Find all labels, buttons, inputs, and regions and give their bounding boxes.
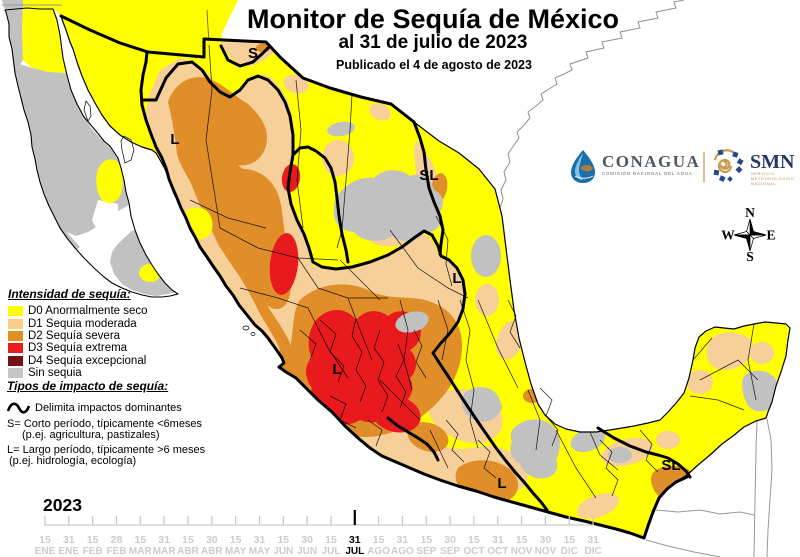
svg-text:ABR: ABR	[201, 546, 223, 557]
svg-text:ENE: ENE	[59, 546, 80, 557]
svg-text:AGO: AGO	[367, 546, 390, 557]
svg-text:JUL: JUL	[345, 546, 364, 557]
svg-text:E: E	[766, 228, 775, 243]
svg-text:SEP: SEP	[416, 546, 436, 557]
svg-text:METEOROLÓGICO: METEOROLÓGICO	[751, 176, 795, 181]
svg-text:JUN: JUN	[273, 546, 293, 557]
svg-text:2023: 2023	[43, 495, 82, 515]
svg-text:15: 15	[563, 534, 575, 546]
svg-text:SERVICIO: SERVICIO	[751, 171, 775, 176]
svg-text:31: 31	[254, 534, 266, 546]
svg-text:30: 30	[540, 534, 552, 546]
svg-text:31: 31	[158, 534, 170, 546]
svg-text:15: 15	[420, 534, 432, 546]
svg-text:15: 15	[516, 534, 528, 546]
svg-text:15: 15	[277, 534, 289, 546]
svg-text:S: S	[248, 45, 258, 62]
svg-text:L: L	[452, 270, 461, 287]
svg-text:ENE: ENE	[35, 546, 56, 557]
svg-text:SL: SL	[661, 457, 680, 474]
svg-text:L: L	[170, 131, 179, 148]
svg-text:S: S	[746, 249, 754, 264]
svg-text:ABR: ABR	[177, 546, 199, 557]
svg-text:15: 15	[468, 534, 480, 546]
svg-text:AGO: AGO	[391, 546, 414, 557]
svg-text:L: L	[332, 361, 341, 378]
svg-text:31: 31	[587, 534, 599, 546]
svg-text:31: 31	[492, 534, 504, 546]
svg-text:31: 31	[349, 534, 361, 546]
svg-text:NOV: NOV	[535, 546, 557, 557]
svg-text:30: 30	[444, 534, 456, 546]
svg-text:15: 15	[325, 534, 337, 546]
svg-text:FEB: FEB	[83, 546, 103, 557]
svg-text:SEP: SEP	[440, 546, 460, 557]
svg-text:15: 15	[230, 534, 242, 546]
svg-text:DIC: DIC	[584, 546, 601, 557]
svg-text:28: 28	[111, 534, 123, 546]
svg-text:15: 15	[87, 534, 99, 546]
svg-text:15: 15	[39, 534, 51, 546]
svg-text:NACIONAL: NACIONAL	[751, 181, 776, 186]
svg-text:DIC: DIC	[561, 546, 578, 557]
svg-text:JUN: JUN	[297, 546, 317, 557]
svg-text:MAY: MAY	[249, 546, 271, 557]
svg-text:MAR: MAR	[129, 546, 153, 557]
svg-text:MAR: MAR	[153, 546, 177, 557]
svg-text:30: 30	[301, 534, 313, 546]
svg-text:OCT: OCT	[463, 546, 484, 557]
svg-text:15: 15	[373, 534, 385, 546]
svg-text:N: N	[745, 205, 755, 220]
svg-text:FEB: FEB	[107, 546, 127, 557]
svg-text:MAY: MAY	[225, 546, 247, 557]
svg-text:15: 15	[182, 534, 194, 546]
svg-text:JUL: JUL	[322, 546, 341, 557]
svg-text:15: 15	[134, 534, 146, 546]
svg-text:OCT: OCT	[487, 546, 508, 557]
svg-text:NOV: NOV	[511, 546, 533, 557]
svg-text:SL: SL	[419, 167, 438, 184]
svg-text:31: 31	[397, 534, 409, 546]
svg-text:30: 30	[206, 534, 218, 546]
svg-text:W: W	[721, 228, 735, 243]
svg-text:COMISIÓN NACIONAL DEL AGUA: COMISIÓN NACIONAL DEL AGUA	[602, 171, 693, 176]
svg-text:31: 31	[63, 534, 75, 546]
svg-text:SMN: SMN	[750, 151, 795, 173]
svg-text:CONAGUA: CONAGUA	[602, 152, 700, 171]
svg-text:L: L	[497, 475, 506, 492]
